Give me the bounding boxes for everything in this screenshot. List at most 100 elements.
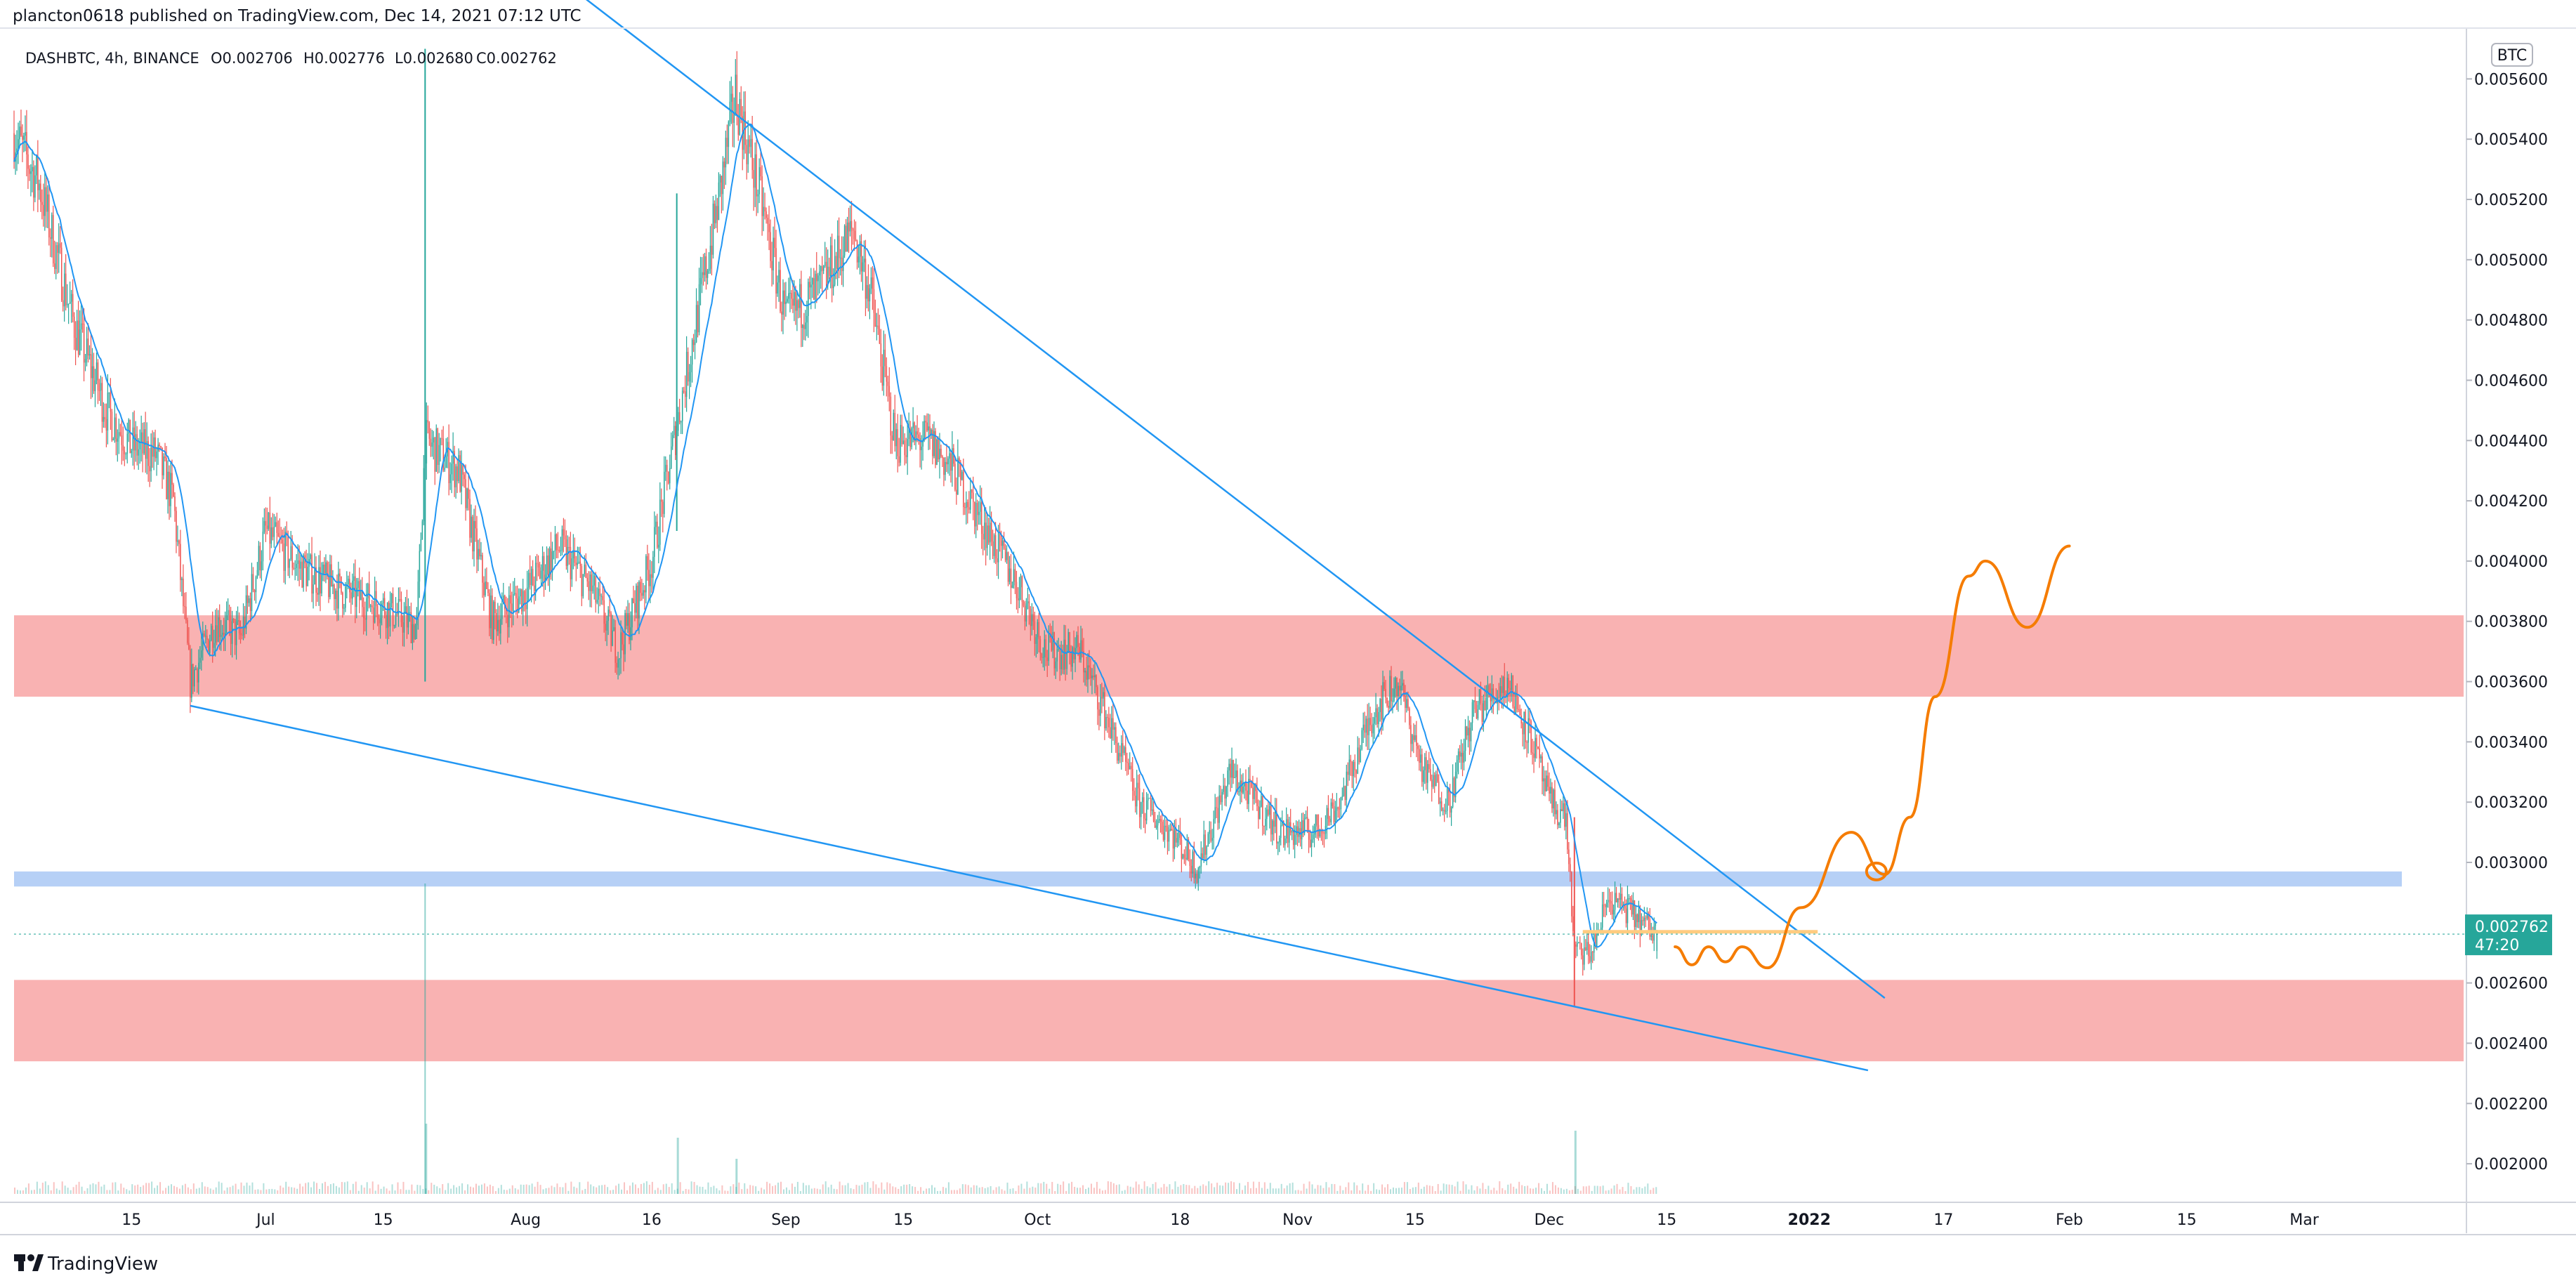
volume-bar — [844, 1185, 846, 1194]
volume-bar — [615, 1185, 617, 1194]
candle-body — [1504, 676, 1506, 695]
volume-bar — [1261, 1188, 1263, 1194]
candle-body — [1560, 809, 1561, 823]
candle-body — [149, 466, 150, 472]
candle-body — [16, 148, 18, 153]
candle-body — [943, 457, 945, 475]
volume-bar — [1255, 1188, 1257, 1194]
candle-body — [39, 183, 40, 190]
candle-body — [1388, 705, 1389, 708]
candle-body — [1584, 947, 1585, 965]
candle-body — [324, 564, 325, 574]
candle-body — [475, 520, 476, 529]
volume-bar — [1610, 1188, 1612, 1194]
candle-body — [190, 649, 191, 698]
candle-body — [1398, 685, 1399, 697]
volume-bar — [1591, 1190, 1593, 1194]
candle-body — [925, 421, 926, 423]
volume-bar — [1563, 1189, 1565, 1194]
volume-bar — [1518, 1181, 1520, 1194]
candle-body — [1144, 818, 1146, 821]
volume-bar — [1359, 1190, 1361, 1194]
volume-bar — [799, 1190, 801, 1194]
volume-bar — [1616, 1183, 1618, 1194]
candle-body — [794, 291, 795, 306]
volume-bar — [92, 1183, 94, 1194]
volume-bar — [1655, 1187, 1657, 1194]
volume-bar — [1479, 1188, 1481, 1194]
volume-bar — [1314, 1188, 1316, 1194]
candle-body — [584, 564, 586, 574]
candle-body — [557, 549, 559, 551]
candle-body — [1605, 902, 1608, 907]
candle-body — [1169, 829, 1171, 831]
volume-bar — [573, 1186, 575, 1194]
candle-body — [1086, 671, 1087, 680]
candle-body — [970, 489, 971, 510]
candle-body — [277, 532, 280, 537]
candle-body — [578, 561, 580, 563]
candle-body — [1635, 914, 1637, 927]
volume-bar — [1146, 1186, 1148, 1194]
candle-body — [88, 354, 91, 356]
candle-body — [1247, 790, 1248, 804]
candle-body — [698, 284, 700, 333]
candle-body — [489, 593, 490, 629]
candle-body — [1266, 809, 1268, 819]
candle-body — [754, 154, 756, 188]
volume-bar — [626, 1190, 628, 1194]
candle-body — [1284, 838, 1286, 846]
volume-bar — [346, 1181, 348, 1194]
candle-body — [1431, 780, 1433, 787]
volume-bar — [391, 1184, 393, 1194]
candle-body — [1563, 803, 1564, 812]
volume-bar — [567, 1190, 570, 1194]
candle-body — [256, 570, 258, 577]
volume-bar — [1602, 1185, 1604, 1194]
volume-bar — [931, 1185, 933, 1194]
candle-body — [1138, 788, 1141, 817]
volume-bar — [1277, 1188, 1280, 1194]
volume-bar — [1493, 1188, 1495, 1194]
candle-body — [1206, 846, 1208, 855]
candle-body — [29, 169, 30, 174]
candle-body — [507, 615, 508, 628]
candle-body — [1303, 817, 1306, 834]
volume-bar — [1403, 1182, 1405, 1194]
candle-body — [431, 442, 433, 447]
candle-body — [1339, 808, 1341, 810]
volume-bar — [143, 1185, 145, 1194]
candle-body — [421, 521, 423, 540]
candle-body — [417, 581, 419, 617]
candle-body — [1269, 806, 1270, 815]
candle-body — [1385, 689, 1386, 698]
candle-body — [577, 563, 579, 565]
candle-body — [1460, 752, 1462, 757]
volume-bar — [755, 1186, 757, 1194]
candle-body — [782, 290, 784, 315]
volume-bar — [1303, 1183, 1305, 1194]
candle-body — [1329, 818, 1331, 822]
candle-body — [1336, 807, 1338, 811]
candle-body — [581, 565, 583, 596]
candle-body — [181, 578, 183, 580]
candle-body — [378, 619, 380, 624]
candle-body — [574, 551, 576, 563]
candle-body — [1474, 700, 1476, 710]
candle-body — [887, 381, 889, 386]
candle-body — [683, 390, 685, 392]
candle-body — [780, 270, 781, 312]
volume-bar — [1032, 1186, 1034, 1194]
volume-bar — [850, 1188, 852, 1194]
candle-body — [530, 569, 532, 586]
time-axis-label: 15 — [374, 1211, 393, 1229]
candle-body — [192, 664, 194, 687]
volume-bar — [525, 1184, 527, 1194]
candle-body — [19, 126, 20, 140]
volume-bar — [895, 1187, 897, 1194]
candle-body — [1066, 651, 1067, 669]
candle-body — [249, 598, 251, 612]
candle-body — [519, 589, 521, 597]
candle-body — [602, 596, 603, 600]
